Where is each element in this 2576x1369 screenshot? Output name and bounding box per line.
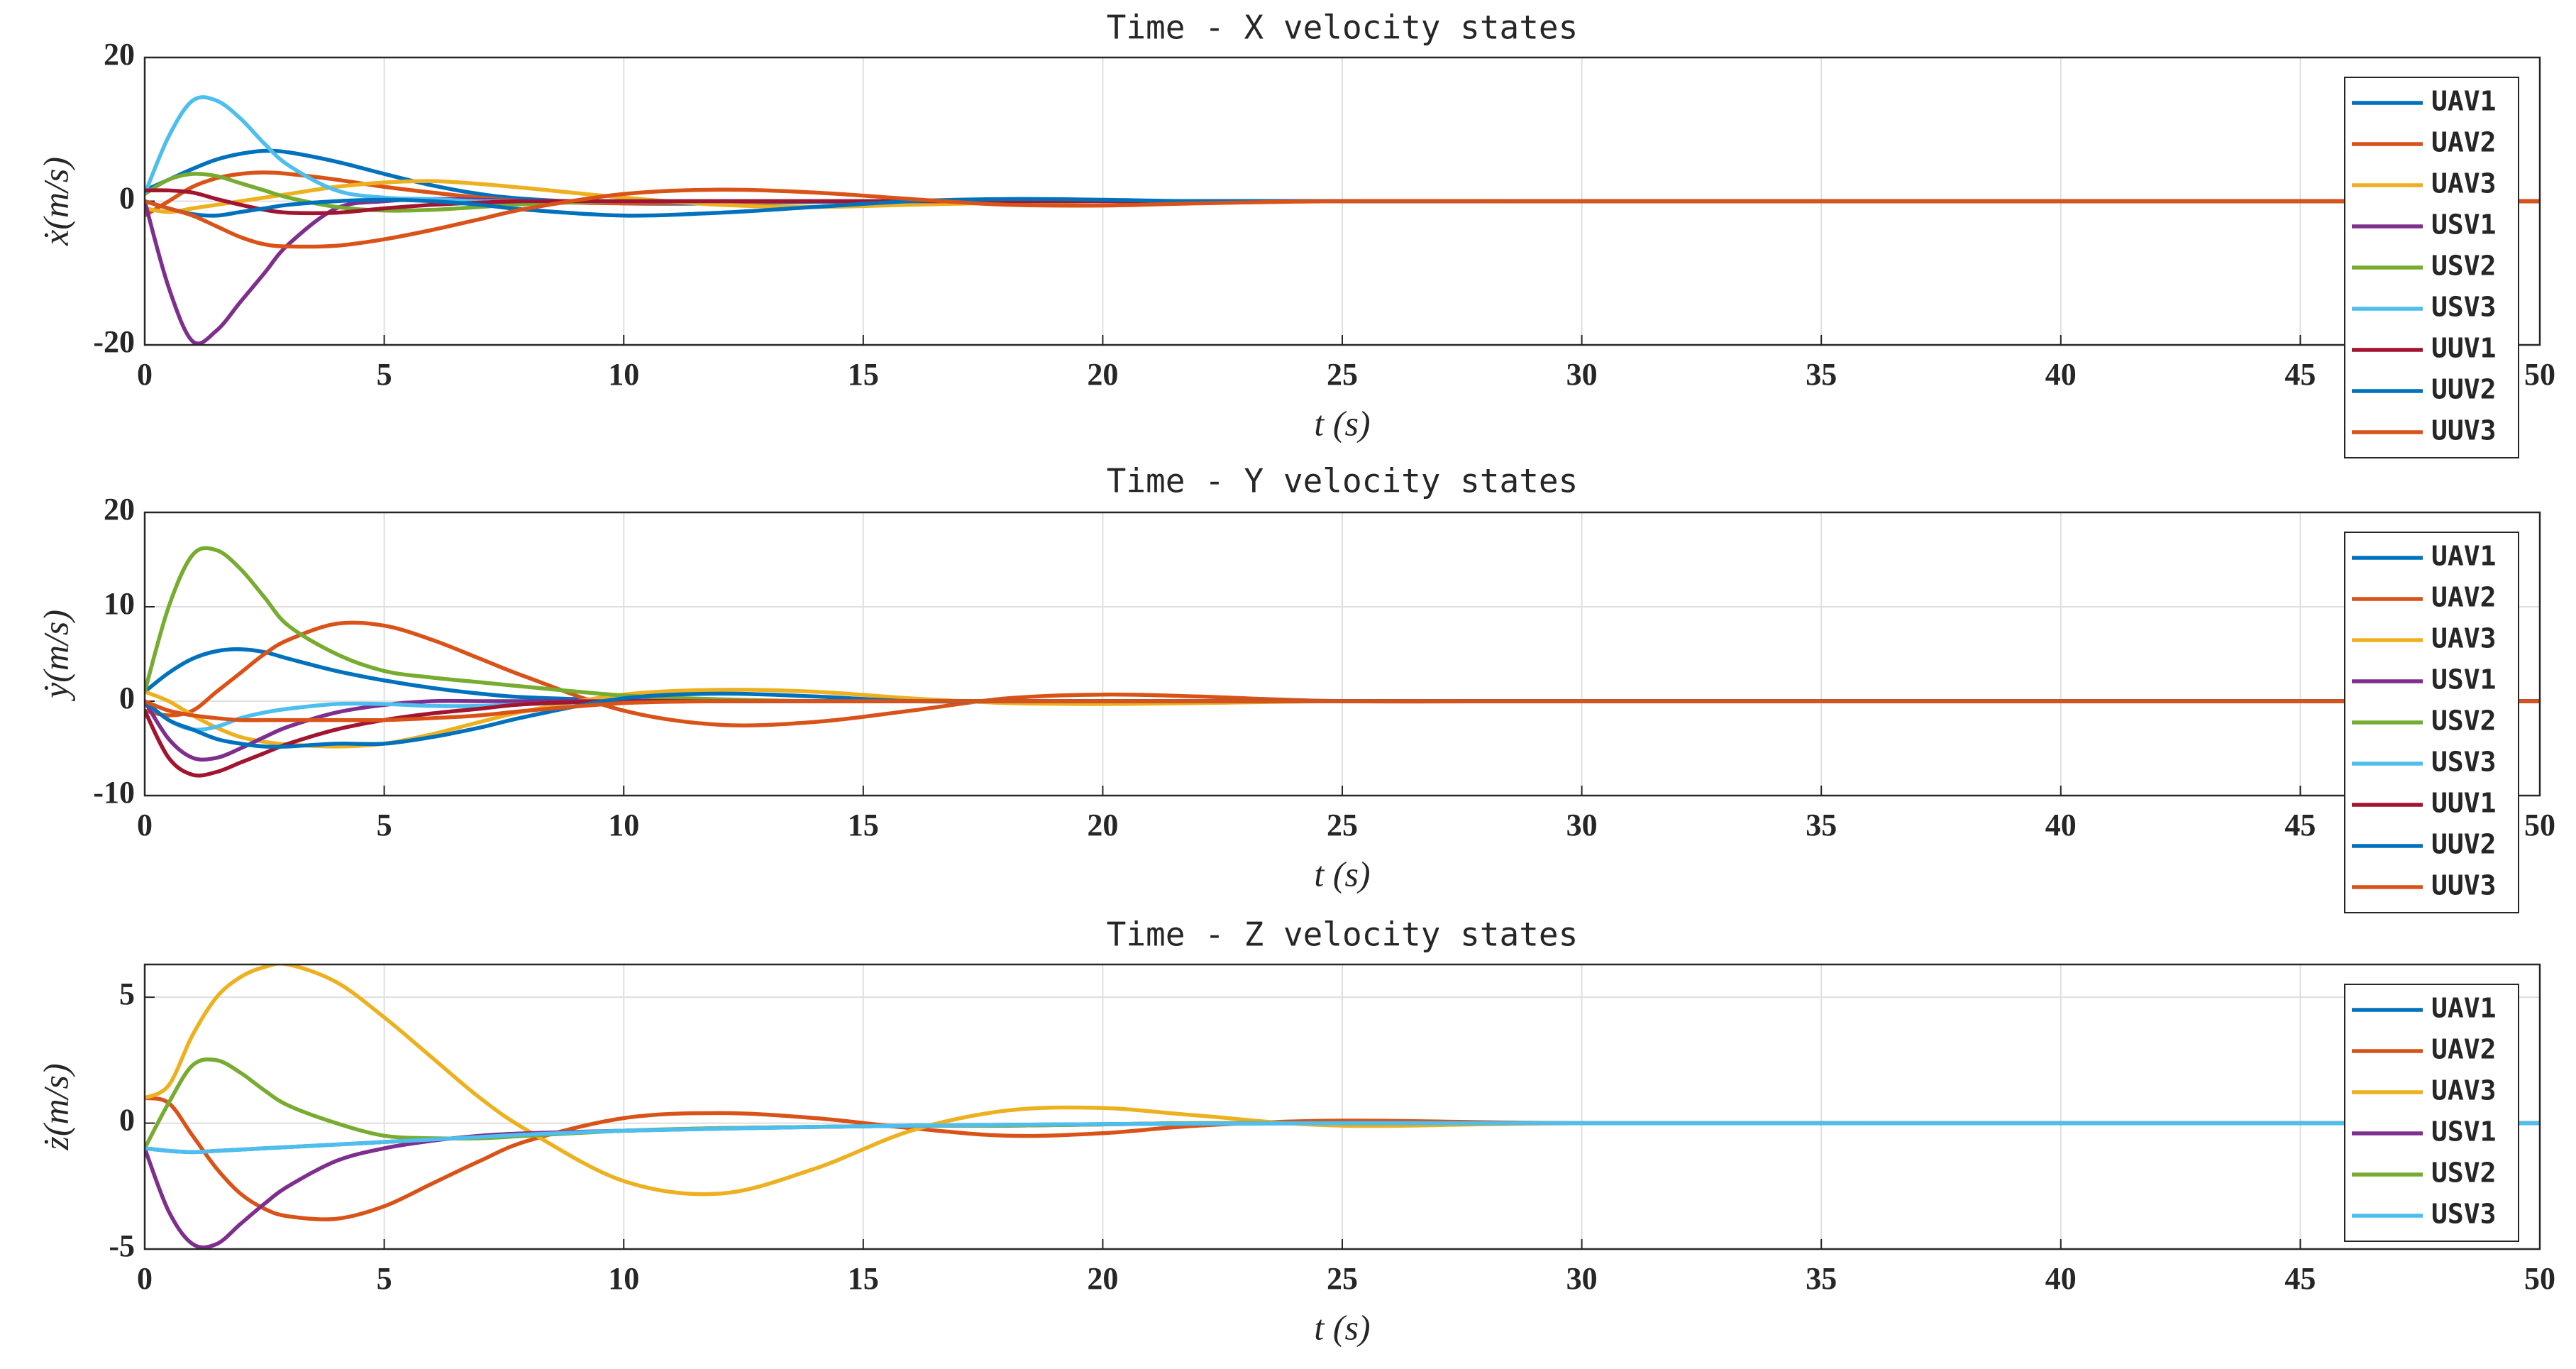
x-tick-label: 0 xyxy=(137,357,153,392)
legend: UAV1 UAV2 UAV3 USV1 USV2 USV3 UUV1 UUV2 UUV3 xyxy=(2344,77,2519,458)
x-tick-label: 0 xyxy=(137,808,153,842)
y-tick-label: 0 xyxy=(119,1103,135,1138)
legend-label: UUV3 xyxy=(2431,415,2497,446)
x-tick-label: 35 xyxy=(1806,357,1837,392)
legend-label: USV3 xyxy=(2431,292,2497,323)
x-tick-label: 50 xyxy=(2524,357,2555,392)
legend-label: USV2 xyxy=(2431,1158,2497,1189)
legend-label: UAV1 xyxy=(2431,541,2497,572)
x-tick-label: 10 xyxy=(608,1261,639,1296)
chart-title: Time - Y velocity states xyxy=(1107,462,1579,500)
x-tick-label: 10 xyxy=(608,808,639,842)
x-tick-label: 40 xyxy=(2045,1261,2077,1296)
x-tick-label: 30 xyxy=(1566,357,1598,392)
x-tick-label: 35 xyxy=(1806,808,1837,842)
x-tick-label: 40 xyxy=(2045,808,2077,842)
x-tick-label: 20 xyxy=(1087,357,1118,392)
y-tick-label: -20 xyxy=(93,324,135,359)
legend-label: UAV2 xyxy=(2431,1034,2497,1065)
x-tick-label: 15 xyxy=(848,357,879,392)
x-axis-label: t (s) xyxy=(1314,1307,1370,1347)
y-tick-label: -5 xyxy=(109,1228,135,1263)
y-axis-label: ẏ(m/s) xyxy=(35,610,75,702)
legend-label: UUV3 xyxy=(2431,870,2497,901)
legend-label: UAV3 xyxy=(2431,168,2497,199)
y-tick-label: 5 xyxy=(119,977,135,1011)
y-axis-label: ż(m/s) xyxy=(35,1063,75,1150)
legend-label: UAV2 xyxy=(2431,127,2497,158)
x-tick-label: 5 xyxy=(377,357,392,392)
y-axis-label: ẋ(m/s) xyxy=(35,157,75,246)
x-tick-label: 10 xyxy=(608,357,639,392)
chart-title: Time - X velocity states xyxy=(1107,9,1579,47)
legend-label: UAV1 xyxy=(2431,86,2497,117)
chart-title: Time - Z velocity states xyxy=(1107,916,1579,954)
legend-box xyxy=(2344,984,2519,1242)
x-tick-label: 20 xyxy=(1087,1261,1118,1296)
legend-label: USV1 xyxy=(2431,1116,2497,1148)
legend-label: UUV2 xyxy=(2431,829,2497,860)
legend-label: USV1 xyxy=(2431,209,2497,241)
x-tick-label: 15 xyxy=(848,1261,879,1296)
x-tick-label: 15 xyxy=(848,808,879,842)
x-tick-label: 45 xyxy=(2284,357,2316,392)
x-axis-label: t (s) xyxy=(1314,854,1370,894)
x-tick-label: 45 xyxy=(2284,1261,2316,1296)
x-tick-label: 50 xyxy=(2524,1261,2555,1296)
x-axis-label: t (s) xyxy=(1314,403,1370,443)
legend-label: UAV1 xyxy=(2431,993,2497,1024)
legend-label: UAV2 xyxy=(2431,582,2497,613)
x-tick-label: 25 xyxy=(1327,357,1358,392)
x-tick-label: 25 xyxy=(1327,1261,1358,1296)
y-tick-label: -10 xyxy=(93,775,135,810)
y-tick-label: 0 xyxy=(119,681,135,715)
axes-frame xyxy=(143,56,2541,346)
x-tick-label: 40 xyxy=(2045,357,2077,392)
legend: UAV1 UAV2 UAV3 USV1 USV2 USV3 xyxy=(2344,984,2519,1242)
legend-label: USV3 xyxy=(2431,747,2497,778)
x-tick-label: 30 xyxy=(1566,808,1598,842)
legend-label: USV2 xyxy=(2431,251,2497,282)
axes-frame xyxy=(143,963,2541,1250)
series-line xyxy=(145,187,2540,249)
y-tick-label: 20 xyxy=(104,492,135,527)
legend-label: UUV1 xyxy=(2431,788,2497,819)
legend-label: USV2 xyxy=(2431,705,2497,737)
series-line xyxy=(145,699,2540,722)
legend-label: UAV3 xyxy=(2431,1075,2497,1106)
x-tick-label: 20 xyxy=(1087,808,1118,842)
x-tick-label: 5 xyxy=(377,808,392,842)
x-tick-label: 30 xyxy=(1566,1261,1598,1296)
y-tick-label: 0 xyxy=(119,181,135,216)
legend-label: UUV1 xyxy=(2431,333,2497,364)
legend: UAV1 UAV2 UAV3 USV1 USV2 USV3 UUV1 UUV2 UUV3 xyxy=(2344,532,2519,913)
legend-label: USV3 xyxy=(2431,1199,2497,1230)
x-tick-label: 25 xyxy=(1327,808,1358,842)
x-tick-label: 35 xyxy=(1806,1261,1837,1296)
axes-frame xyxy=(143,511,2541,797)
legend-label: UUV2 xyxy=(2431,374,2497,405)
y-tick-label: 20 xyxy=(104,37,135,72)
series-line xyxy=(145,1121,2540,1155)
legend-label: UAV3 xyxy=(2431,623,2497,654)
legend-label: USV1 xyxy=(2431,664,2497,696)
x-tick-label: 5 xyxy=(377,1261,392,1296)
y-tick-label: 10 xyxy=(104,586,135,621)
x-tick-label: 45 xyxy=(2284,808,2316,842)
x-tick-label: 50 xyxy=(2524,808,2555,842)
x-tick-label: 0 xyxy=(137,1261,153,1296)
